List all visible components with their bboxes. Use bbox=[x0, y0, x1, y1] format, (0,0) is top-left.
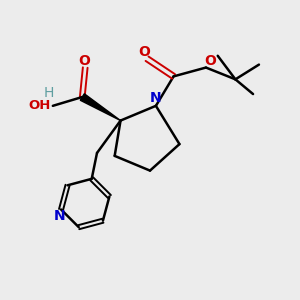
Text: N: N bbox=[54, 209, 65, 223]
Text: O: O bbox=[204, 54, 216, 68]
Polygon shape bbox=[80, 94, 121, 121]
Text: O: O bbox=[79, 54, 91, 68]
Text: OH: OH bbox=[28, 99, 50, 112]
Text: O: O bbox=[138, 45, 150, 59]
Text: H: H bbox=[43, 85, 54, 100]
Text: N: N bbox=[150, 92, 162, 106]
